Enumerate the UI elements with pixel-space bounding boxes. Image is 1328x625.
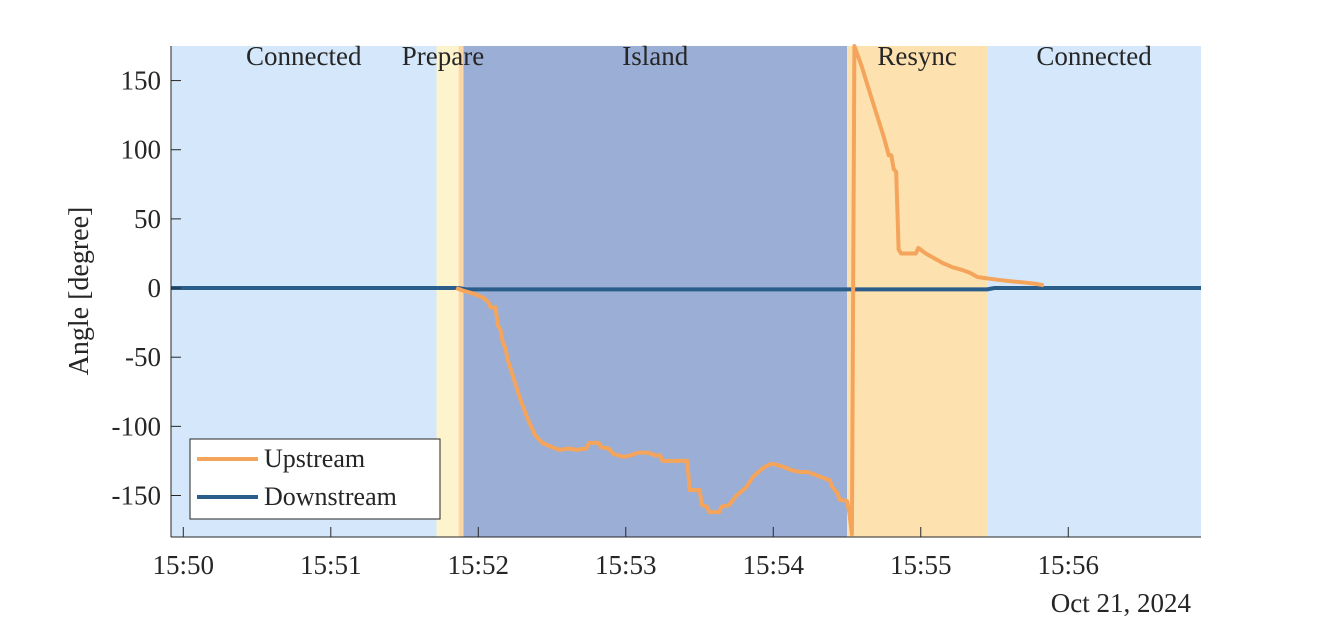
y-tick-label: 0 — [148, 273, 162, 303]
phase-bands — [171, 46, 1201, 537]
series-line-downstream — [171, 286, 1201, 292]
series-lines — [171, 44, 1201, 537]
y-tick-label: -100 — [112, 411, 162, 441]
legend: Upstream Downstream — [189, 438, 441, 520]
x-tick-label: 15:50 — [153, 550, 215, 580]
x-tick-label: 15:52 — [448, 550, 510, 580]
phase-label: Island — [622, 41, 688, 71]
y-axis-label: Angle [degree] — [64, 207, 95, 376]
phase-label: Connected — [246, 41, 362, 71]
phase-labels: Connected Prepare Island Resync Connected — [246, 41, 1152, 71]
phase-label: Connected — [1036, 41, 1152, 71]
axes — [170, 46, 1201, 538]
phase-band — [463, 46, 848, 537]
phase-label: Resync — [877, 41, 957, 71]
phase-band — [847, 46, 988, 537]
y-tick-label: 50 — [134, 204, 161, 234]
y-tick-label: 100 — [121, 135, 162, 165]
phase-band — [987, 46, 1201, 537]
phase-label: Prepare — [402, 41, 484, 71]
x-tick-label: 15:53 — [595, 550, 657, 580]
x-tick-label: 15:55 — [890, 550, 952, 580]
legend-label-downstream: Downstream — [264, 482, 397, 511]
y-tick-label: -50 — [125, 342, 161, 372]
x-tick-label: 15:56 — [1037, 550, 1099, 580]
series-line-upstream — [455, 44, 1045, 537]
date-label: Oct 21, 2024 — [1051, 588, 1192, 618]
x-tick-labels: 15:50 15:51 15:52 15:53 15:54 15:55 15:56 — [153, 550, 1099, 580]
y-tick-label: -150 — [112, 481, 162, 511]
y-tick-label: 150 — [121, 66, 162, 96]
legend-box — [189, 438, 441, 520]
phase-band — [436, 46, 459, 537]
x-tick-label: 15:54 — [743, 550, 805, 580]
x-tick-label: 15:51 — [300, 550, 362, 580]
legend-label-upstream: Upstream — [264, 444, 365, 473]
y-tick-labels: 150 100 50 0 -50 -100 -150 — [112, 66, 162, 511]
